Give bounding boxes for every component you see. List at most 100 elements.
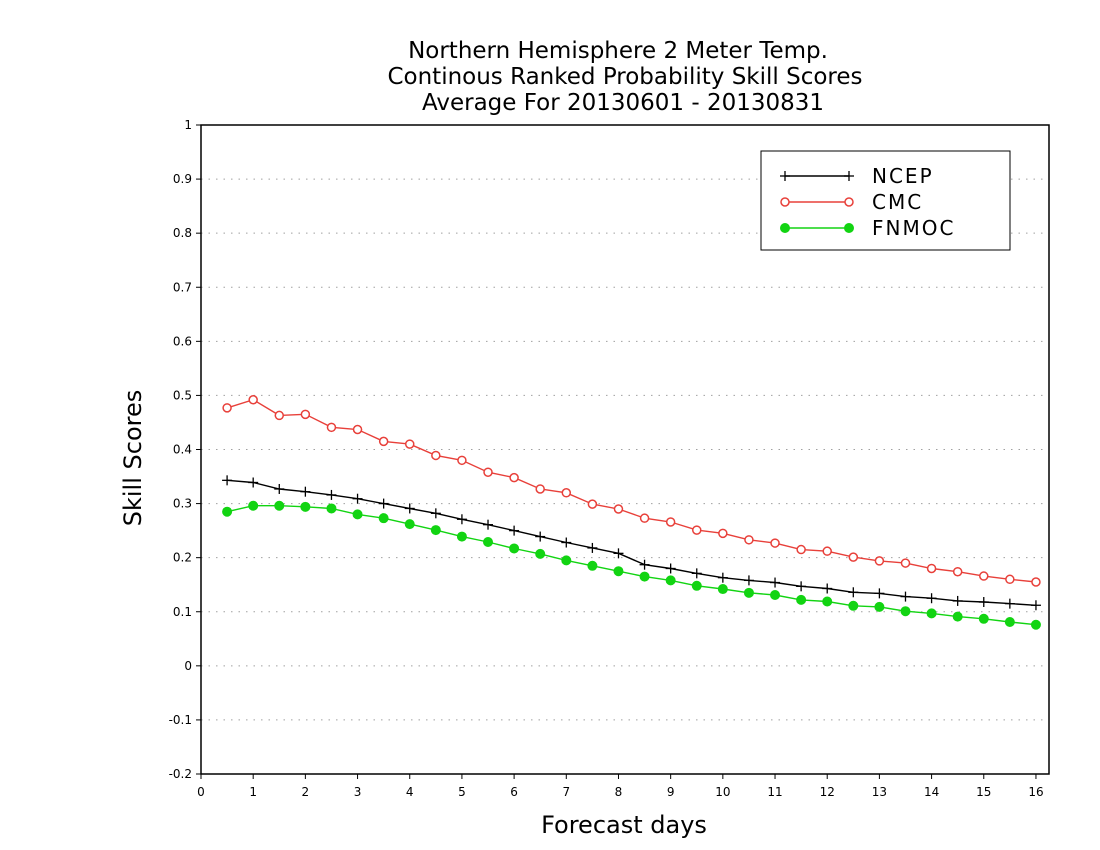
data-point-ncep [483, 519, 494, 530]
x-tick-label: 16 [1028, 785, 1043, 799]
data-point-cmc [952, 566, 963, 577]
data-point-ncep [822, 583, 833, 594]
data-point-cmc [535, 484, 545, 494]
y-tick-label: 0 [184, 659, 192, 673]
legend-label: CMC [872, 190, 923, 214]
data-point-fnmoc [848, 600, 859, 611]
legend-item-cmc: CMC [780, 190, 923, 214]
data-point-ncep [796, 581, 807, 592]
y-tick-label: 0.5 [173, 388, 192, 402]
y-tick-label: 0.1 [173, 605, 192, 619]
gridlines [201, 178, 1049, 721]
data-point-ncep [300, 486, 311, 497]
x-tick-label: 13 [872, 785, 887, 799]
data-point-fnmoc [352, 509, 363, 520]
series-cmc [222, 394, 1041, 587]
data-point-fnmoc [535, 548, 546, 559]
data-point-cmc [718, 528, 728, 539]
x-tick-label: 3 [354, 785, 362, 799]
data-point-ncep [639, 559, 650, 570]
data-point-fnmoc [613, 566, 624, 577]
data-point-cmc [848, 552, 859, 562]
x-tick-label: 12 [820, 785, 835, 799]
x-tick-label: 1 [249, 785, 257, 799]
data-point-ncep [691, 568, 702, 579]
series-fnmoc [222, 500, 1041, 630]
data-point-ncep [352, 493, 363, 504]
data-point-fnmoc [926, 608, 937, 619]
legend-marker [780, 223, 790, 233]
x-tick-label: 2 [302, 785, 310, 799]
data-point-fnmoc [483, 536, 494, 547]
y-tick-label: 0.4 [173, 443, 192, 457]
y-tick-label: 0.6 [173, 334, 192, 348]
data-point-cmc [561, 488, 572, 498]
data-point-cmc [613, 504, 624, 514]
data-point-fnmoc [717, 584, 728, 595]
data-point-cmc [796, 544, 806, 555]
data-point-fnmoc [665, 575, 676, 586]
data-point-fnmoc [770, 589, 781, 600]
data-point-cmc [874, 556, 885, 566]
data-point-cmc [483, 467, 493, 477]
data-point-cmc [1005, 574, 1015, 585]
data-point-fnmoc [509, 543, 520, 554]
data-point-ncep [1030, 600, 1041, 611]
chart-title: Northern Hemisphere 2 Meter Temp. Contin… [387, 38, 862, 116]
data-point-ncep [326, 489, 337, 500]
data-point-ncep [665, 563, 676, 574]
data-point-fnmoc [874, 601, 885, 612]
x-tick-label: 6 [510, 785, 518, 799]
data-point-cmc [352, 424, 363, 435]
x-tick-label: 14 [924, 785, 939, 799]
data-point-fnmoc [952, 611, 963, 622]
data-point-cmc [639, 513, 650, 523]
series-layer [222, 394, 1041, 630]
title-line-1: Northern Hemisphere 2 Meter Temp. [408, 38, 828, 64]
data-point-ncep [874, 588, 885, 599]
legend-box [760, 150, 1011, 251]
data-point-cmc [900, 558, 911, 568]
data-point-cmc [300, 409, 311, 420]
data-point-ncep [926, 593, 937, 604]
data-point-fnmoc [378, 513, 389, 524]
series-line-cmc [226, 398, 1037, 583]
legend-marker [844, 171, 854, 181]
data-point-fnmoc [561, 555, 572, 566]
data-point-fnmoc [456, 531, 467, 542]
x-tick-label: 9 [667, 785, 675, 799]
y-tick-label: 1 [184, 118, 192, 132]
x-tick-label: 8 [615, 785, 623, 799]
data-point-ncep [743, 575, 754, 586]
data-point-ncep [274, 483, 285, 494]
y-tick-label: 0.7 [173, 280, 192, 294]
data-point-fnmoc [796, 594, 807, 605]
data-point-fnmoc [639, 571, 650, 582]
title-line-2: Continous Ranked Probability Skill Score… [387, 64, 862, 90]
legend-label: NCEP [872, 164, 934, 188]
data-point-fnmoc [274, 500, 285, 511]
legend-marker [780, 171, 790, 181]
y-tick-label: -0.2 [169, 767, 192, 781]
x-tick-label: 7 [562, 785, 570, 799]
data-point-cmc [979, 571, 989, 581]
x-tick-label: 10 [715, 785, 730, 799]
data-point-fnmoc [743, 587, 754, 598]
x-tick-label: 15 [976, 785, 991, 799]
data-point-cmc [509, 472, 519, 483]
data-point-ncep [509, 525, 520, 536]
x-tick-label: 5 [458, 785, 466, 799]
y-tick-label: 0.8 [173, 226, 192, 240]
data-point-fnmoc [900, 606, 911, 617]
data-point-ncep [404, 503, 415, 514]
data-point-cmc [665, 517, 676, 527]
data-point-ncep [430, 508, 441, 519]
data-point-ncep [1004, 598, 1015, 609]
data-point-cmc [692, 525, 702, 535]
data-point-cmc [248, 394, 258, 405]
data-point-ncep [561, 537, 572, 548]
data-point-fnmoc [300, 501, 311, 512]
data-point-ncep [222, 475, 233, 486]
